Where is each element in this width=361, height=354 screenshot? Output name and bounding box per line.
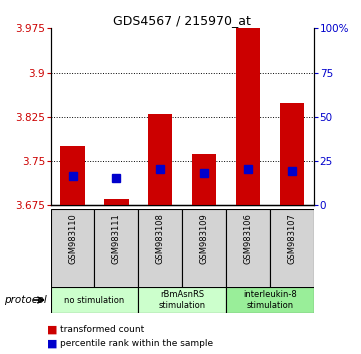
Title: GDS4567 / 215970_at: GDS4567 / 215970_at <box>113 14 251 27</box>
Text: transformed count: transformed count <box>60 325 144 335</box>
Bar <box>280 103 304 205</box>
Text: protocol: protocol <box>4 295 46 305</box>
Bar <box>236 28 260 205</box>
Bar <box>51 209 95 289</box>
Text: no stimulation: no stimulation <box>64 296 125 304</box>
Text: ■: ■ <box>47 325 57 335</box>
Bar <box>226 287 314 313</box>
Bar <box>148 114 173 205</box>
Text: GSM983106: GSM983106 <box>244 213 253 264</box>
Text: GSM983109: GSM983109 <box>200 213 209 264</box>
Bar <box>51 287 138 313</box>
Bar <box>270 209 314 289</box>
Text: interleukin-8
stimulation: interleukin-8 stimulation <box>243 290 297 310</box>
Text: ■: ■ <box>47 338 57 348</box>
Bar <box>192 154 216 205</box>
Text: rBmAsnRS
stimulation: rBmAsnRS stimulation <box>159 290 206 310</box>
Bar <box>138 287 226 313</box>
Text: GSM983107: GSM983107 <box>288 213 297 264</box>
Bar <box>226 209 270 289</box>
Bar <box>95 209 138 289</box>
Bar <box>60 146 84 205</box>
Bar <box>182 209 226 289</box>
Text: percentile rank within the sample: percentile rank within the sample <box>60 339 213 348</box>
Bar <box>138 209 182 289</box>
Text: GSM983108: GSM983108 <box>156 213 165 264</box>
Text: GSM983110: GSM983110 <box>68 213 77 264</box>
Text: GSM983111: GSM983111 <box>112 213 121 264</box>
Bar <box>104 199 129 205</box>
